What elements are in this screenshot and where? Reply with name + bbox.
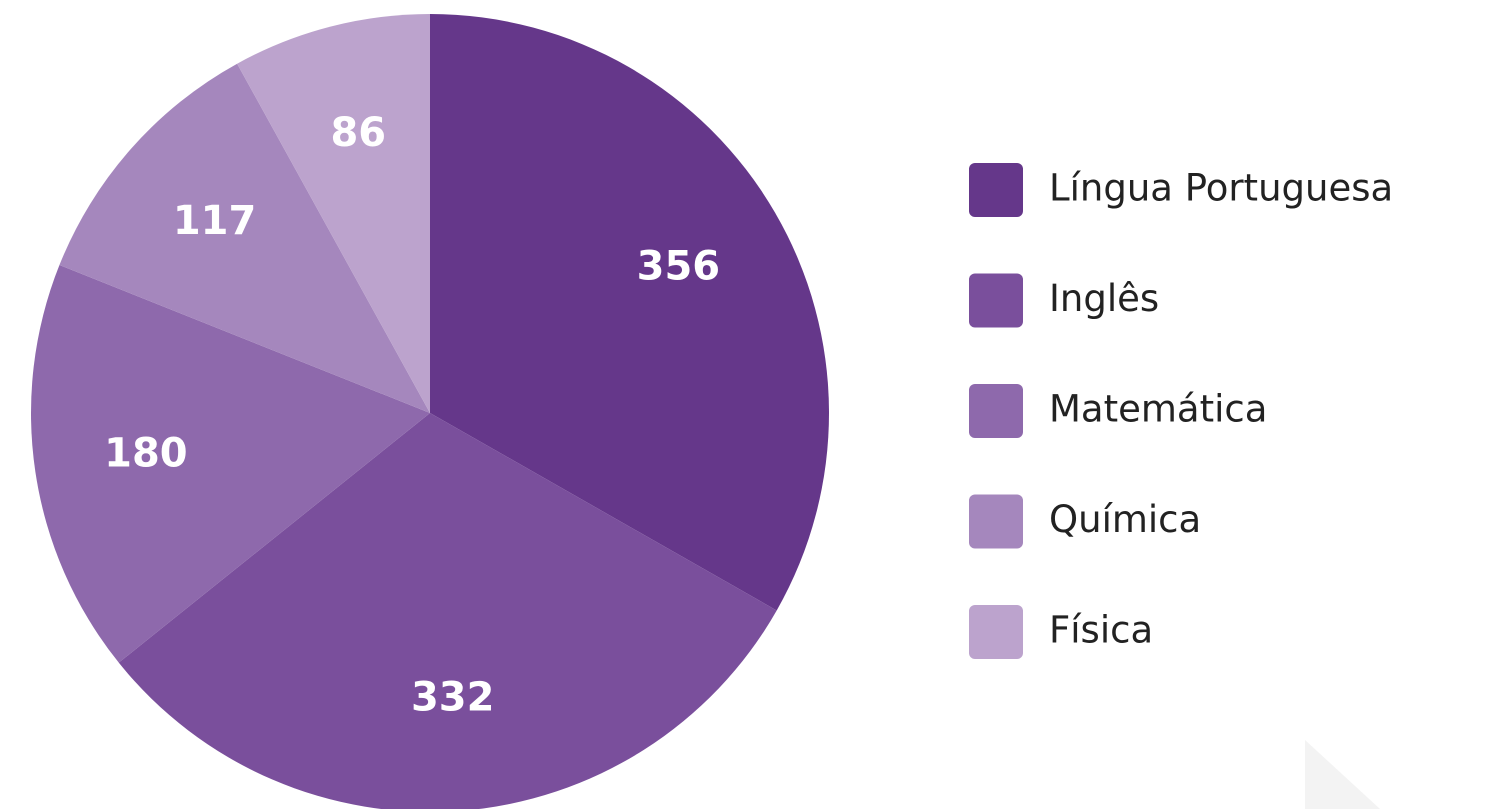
legend-swatch — [969, 494, 1023, 549]
legend-label: Inglês — [1049, 277, 1159, 320]
data-label: 86 — [330, 110, 386, 156]
legend-swatch — [969, 163, 1023, 217]
legend-swatch — [969, 605, 1023, 659]
data-label: 356 — [637, 244, 721, 290]
data-label: 117 — [173, 198, 257, 244]
legend-label: Física — [1049, 609, 1153, 652]
pie-slice — [430, 14, 829, 611]
legend-label: Língua Portuguesa — [1049, 167, 1393, 210]
legend-label: Química — [1049, 498, 1201, 541]
pie-slice — [59, 63, 431, 413]
legend-swatch — [969, 273, 1023, 328]
pie-slice — [237, 14, 430, 413]
data-label: 180 — [104, 430, 188, 476]
data-label: 332 — [411, 674, 495, 720]
pie-slice — [30, 265, 430, 663]
legend-swatch — [969, 384, 1023, 438]
decoration — [1305, 740, 1380, 809]
pie-slice — [118, 413, 777, 809]
legend-label: Matemática — [1049, 388, 1267, 431]
